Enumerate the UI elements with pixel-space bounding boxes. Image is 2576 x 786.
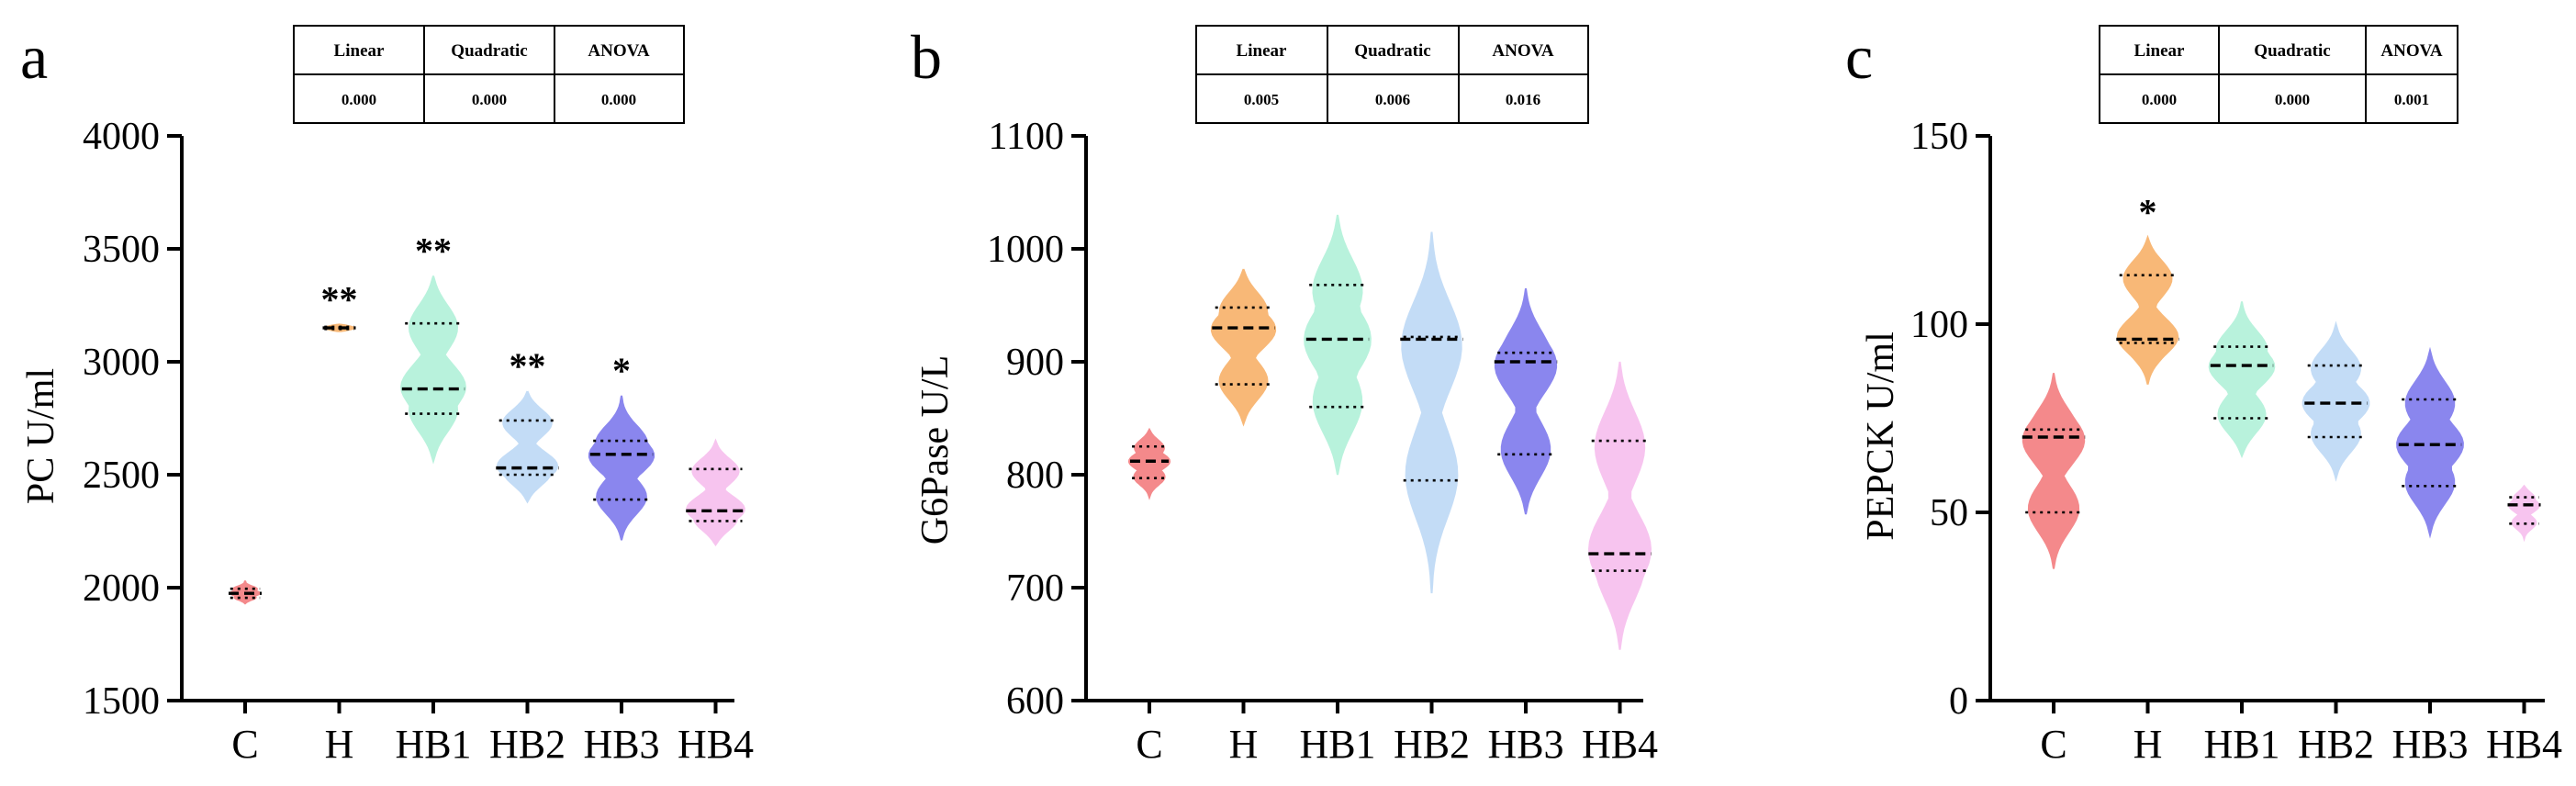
panel-c-y-axis-label: PEPCK U/ml [1860, 331, 1902, 541]
panel-c-category-hb1: HB1 [2203, 722, 2279, 767]
panel-c-sig-h: * [2139, 192, 2157, 233]
panel-a: a Linear Quadratic ANOVA 0.000 0.000 0.0… [20, 22, 754, 767]
panel-b: b Linear Quadratic ANOVA 0.005 0.006 0.0… [911, 22, 1658, 767]
panel-b-table-header-anova: ANOVA [1492, 41, 1553, 61]
panel-a-table-header-anova: ANOVA [588, 41, 649, 61]
panel-a-sig-h: ** [321, 278, 358, 320]
panel-b-y-axis-label: G6Pase U/L [914, 355, 957, 545]
panel-c-violin-hb2 [2302, 320, 2370, 482]
panel-b-letter: b [911, 22, 942, 92]
panel-c-table-value-linear: 0.000 [2142, 91, 2177, 108]
panel-c-category-hb2: HB2 [2298, 722, 2374, 767]
panel-c-violin-h [2116, 234, 2179, 385]
panel-a-sig-hb1: ** [415, 230, 452, 272]
panel-a-y-tick-label-3: 3000 [83, 342, 160, 384]
panel-c-table-value-anova: 0.001 [2394, 91, 2429, 108]
panel-a-violin-hb2 [496, 390, 559, 504]
panel-c: c Linear Quadratic ANOVA 0.000 0.000 0.0… [1845, 22, 2562, 767]
panel-a-y-tick-label-2: 2500 [83, 455, 160, 497]
panel-b-table-value-anova: 0.016 [1506, 91, 1540, 108]
panel-c-category-hb4: HB4 [2486, 722, 2562, 767]
panel-c-categories: C H HB1 HB2 HB3 HB4 [2040, 701, 2562, 767]
panel-b-violin-c [1127, 427, 1171, 500]
panel-a-category-h: H [325, 722, 354, 767]
panel-a-y-ticks: 1500 2000 2500 3000 3500 4000 [83, 116, 182, 723]
panel-a-table-value-quadratic: 0.000 [472, 91, 507, 108]
panel-b-y-tick-label-4: 1000 [987, 229, 1064, 271]
panel-a-category-hb3: HB3 [583, 722, 659, 767]
panel-a-category-hb2: HB2 [489, 722, 566, 767]
panel-a-category-c: C [231, 722, 258, 767]
panel-c-y-tick-label-2: 100 [1910, 304, 1968, 346]
panel-a-category-hb4: HB4 [678, 722, 754, 767]
panel-b-categories: C H HB1 HB2 HB3 HB4 [1136, 701, 1658, 767]
panel-c-y-tick-label-1: 50 [1930, 492, 1968, 534]
panel-a-sig-hb3: * [612, 350, 631, 391]
panel-b-category-hb4: HB4 [1582, 722, 1658, 767]
panel-a-letter: a [20, 22, 48, 92]
panel-b-y-tick-label-0: 600 [1006, 680, 1064, 723]
panel-b-table-value-quadratic: 0.006 [1375, 91, 1410, 108]
panel-b-violin-h [1210, 268, 1277, 427]
panel-c-stats-table: Linear Quadratic ANOVA 0.000 0.000 0.001 [2099, 25, 2458, 124]
panel-b-violin-hb4 [1587, 361, 1652, 650]
panel-a-violin-hb1 [400, 275, 466, 465]
panel-b-violin-hb2 [1401, 231, 1462, 594]
panel-b-y-tick-label-3: 900 [1006, 342, 1064, 384]
panel-b-table-header-quadratic: Quadratic [1354, 41, 1430, 61]
panel-c-y-tick-label-0: 0 [1949, 680, 1968, 723]
panel-b-y-tick-label-5: 1100 [989, 116, 1064, 158]
panel-a-table-value-anova: 0.000 [601, 91, 636, 108]
panel-c-violin-hb3 [2396, 346, 2464, 539]
panel-b-violin-hb1 [1304, 214, 1372, 476]
panel-c-significance: * [2139, 192, 2157, 233]
panel-a-violins [229, 275, 745, 605]
panel-b-y-ticks: 600 700 800 900 1000 1100 [987, 116, 1086, 723]
panel-b-category-hb2: HB2 [1394, 722, 1470, 767]
panel-a-violin-hb4 [686, 438, 745, 547]
panel-a-y-axis-label: PC U/ml [20, 368, 62, 504]
panel-c-y-tick-label-3: 150 [1910, 116, 1968, 158]
panel-c-violin-c [2022, 373, 2086, 569]
panel-a-categories: C H HB1 HB2 HB3 HB4 [231, 701, 754, 767]
panel-b-violins [1127, 214, 1652, 650]
panel-a-y-tick-label-5: 4000 [83, 116, 160, 158]
panel-b-category-h: H [1229, 722, 1259, 767]
panel-c-violin-hb1 [2208, 301, 2276, 459]
panel-a-category-hb1: HB1 [395, 722, 471, 767]
panel-c-y-ticks: 0 50 100 150 [1910, 116, 1990, 723]
panel-a-sig-hb2: ** [510, 345, 546, 387]
panel-c-table-header-quadratic: Quadratic [2254, 41, 2330, 61]
panel-c-letter: c [1845, 22, 1873, 92]
panel-b-violin-hb3 [1494, 287, 1558, 515]
panel-c-category-hb3: HB3 [2391, 722, 2468, 767]
panel-c-table-header-linear: Linear [2134, 41, 2185, 61]
panel-b-category-hb3: HB3 [1487, 722, 1563, 767]
panel-a-y-tick-label-4: 3500 [83, 229, 160, 271]
panel-b-y-tick-label-2: 800 [1006, 455, 1064, 497]
panel-c-category-h: H [2134, 722, 2163, 767]
panel-b-table-value-linear: 0.005 [1244, 91, 1279, 108]
panel-c-violin-hb4 [2508, 484, 2540, 543]
panel-a-significance: ****** * [321, 230, 632, 391]
panel-a-table-value-linear: 0.000 [342, 91, 376, 108]
panel-a-violin-hb3 [588, 395, 655, 541]
panel-a-table-header-linear: Linear [334, 41, 385, 61]
panel-b-category-hb1: HB1 [1299, 722, 1375, 767]
panel-b-y-tick-label-1: 700 [1006, 567, 1064, 610]
panel-a-y-tick-label-0: 1500 [83, 680, 160, 723]
panel-b-stats-table: Linear Quadratic ANOVA 0.005 0.006 0.016 [1195, 25, 1589, 124]
panel-a-stats-table: Linear Quadratic ANOVA 0.000 0.000 0.000 [293, 25, 685, 124]
panel-b-category-c: C [1136, 722, 1162, 767]
panel-c-violins [2022, 234, 2541, 569]
panel-c-table-value-quadratic: 0.000 [2275, 91, 2310, 108]
panel-a-y-tick-label-1: 2000 [83, 567, 160, 610]
panel-b-table-header-linear: Linear [1237, 41, 1287, 61]
panel-c-table-header-anova: ANOVA [2380, 41, 2442, 61]
panel-c-category-c: C [2040, 722, 2066, 767]
panel-a-table-header-quadratic: Quadratic [451, 41, 527, 61]
